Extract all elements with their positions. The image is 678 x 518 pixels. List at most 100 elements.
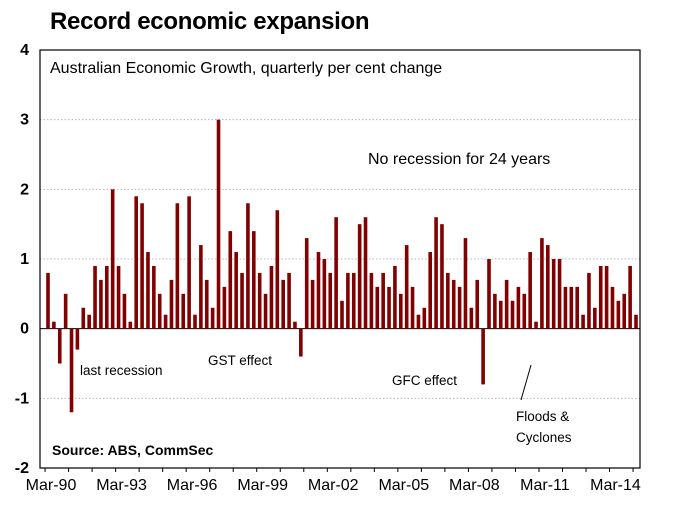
bar — [216, 119, 221, 329]
y-tick-label: 0 — [20, 321, 29, 338]
bar — [387, 286, 391, 329]
bars — [46, 119, 638, 413]
bar — [340, 300, 344, 329]
bar — [69, 328, 74, 413]
bar — [275, 210, 280, 329]
x-tick-label: Mar-90 — [26, 477, 77, 494]
bar — [363, 217, 368, 329]
y-tick-label: 2 — [20, 181, 29, 198]
bar — [110, 189, 115, 329]
bar — [422, 307, 427, 329]
x-tick-label: Mar-02 — [308, 477, 359, 494]
x-tick-label: Mar-14 — [590, 477, 641, 494]
bar — [493, 293, 497, 329]
bar — [563, 286, 568, 329]
bar — [369, 272, 374, 329]
bar — [357, 224, 362, 329]
bar — [310, 279, 315, 329]
bar — [234, 252, 238, 329]
source-note: Source: ABS, CommSec — [52, 442, 214, 458]
y-tick-label: 4 — [20, 42, 29, 59]
bar — [322, 259, 327, 329]
x-tick-label: Mar-05 — [378, 477, 429, 494]
bar — [469, 307, 474, 329]
bar — [598, 265, 603, 329]
bar — [281, 279, 285, 329]
y-tick-label: -2 — [15, 460, 29, 477]
bar — [616, 300, 621, 329]
bar — [228, 231, 233, 329]
bar — [399, 293, 403, 329]
chart-subtitle: Australian Economic Growth, quarterly pe… — [50, 60, 442, 77]
bar — [252, 231, 256, 329]
bar — [199, 245, 203, 329]
bar — [516, 286, 521, 329]
bar — [304, 238, 309, 329]
bar — [475, 279, 480, 329]
bar — [263, 293, 268, 329]
y-tick-labels: -2 -1 0 1 2 3 4 — [15, 42, 29, 477]
bar — [334, 217, 338, 329]
bar — [152, 265, 156, 329]
bar — [316, 252, 321, 329]
annotation-gfc-effect: GFC effect — [392, 373, 457, 388]
x-tick-label: Mar-11 — [520, 477, 570, 494]
bar — [404, 245, 409, 329]
bar — [575, 286, 579, 329]
bar — [593, 307, 597, 329]
bar — [210, 307, 215, 329]
bar — [204, 279, 209, 329]
bar — [181, 293, 186, 329]
bar — [428, 252, 432, 329]
bar — [622, 293, 627, 329]
bar — [57, 328, 62, 364]
bar — [293, 321, 297, 329]
bar — [269, 265, 274, 329]
bar — [93, 265, 97, 329]
bar — [52, 321, 56, 329]
bar — [128, 321, 133, 329]
bar — [81, 307, 86, 329]
bar — [446, 272, 450, 329]
annotation-floods-pointer — [520, 364, 532, 401]
annotation-floods-line1: Floods & — [516, 409, 569, 424]
y-tick-label: 3 — [20, 112, 29, 129]
bar — [187, 196, 191, 329]
bar — [534, 321, 538, 329]
bar — [410, 286, 415, 329]
bar — [134, 196, 138, 329]
plot-area-border — [39, 49, 641, 469]
bar — [457, 286, 462, 329]
bar — [528, 252, 532, 329]
bar — [222, 286, 227, 329]
x-tick-label: Mar-93 — [96, 477, 147, 494]
bar — [551, 259, 556, 329]
bar — [169, 279, 174, 329]
bar — [463, 238, 468, 329]
bar — [351, 272, 356, 329]
bar — [546, 245, 550, 329]
y-tick-label: -1 — [15, 390, 29, 407]
bar — [63, 293, 68, 329]
bar — [569, 286, 574, 329]
x-tick-label: Mar-99 — [237, 477, 288, 494]
x-tick-marks — [44, 468, 634, 472]
bar — [487, 259, 491, 329]
bar — [87, 314, 91, 329]
y-tick-label: 1 — [20, 251, 29, 268]
bar — [299, 328, 303, 357]
bar — [540, 238, 544, 329]
annotation-no-recession: No recession for 24 years — [368, 151, 550, 168]
bar — [99, 279, 103, 329]
bar — [451, 279, 456, 329]
bar — [610, 286, 615, 329]
bar — [434, 217, 438, 329]
bar — [157, 293, 162, 329]
bar — [628, 265, 632, 329]
bar — [498, 300, 503, 329]
bar — [75, 328, 80, 350]
annotation-gst-effect: GST effect — [208, 353, 272, 368]
bar — [146, 252, 150, 329]
bar — [46, 272, 50, 329]
bar — [328, 272, 333, 329]
